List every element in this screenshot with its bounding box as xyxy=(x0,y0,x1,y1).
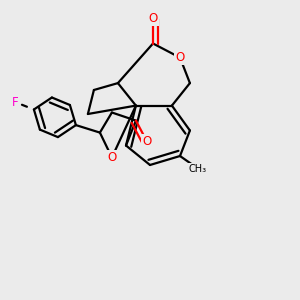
Text: O: O xyxy=(142,135,152,148)
Text: F: F xyxy=(12,95,18,109)
Text: O: O xyxy=(176,51,184,64)
Text: O: O xyxy=(148,12,158,25)
Text: CH₃: CH₃ xyxy=(189,164,207,174)
Text: O: O xyxy=(107,151,116,164)
